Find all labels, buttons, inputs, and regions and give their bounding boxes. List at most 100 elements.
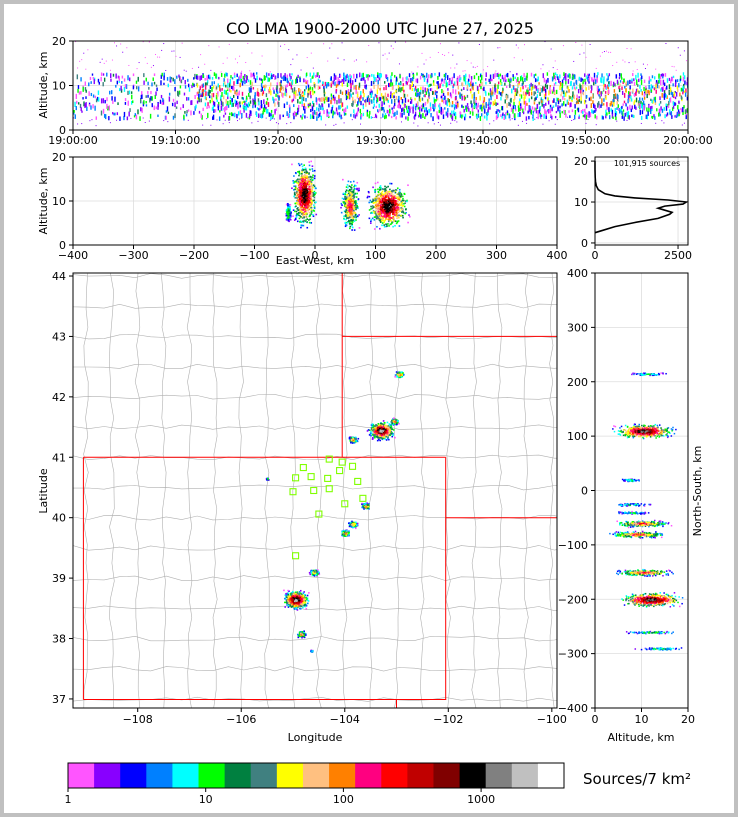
source-mark xyxy=(239,82,241,88)
source-mark xyxy=(496,73,499,77)
source-mark xyxy=(531,86,534,90)
source-mark xyxy=(148,41,150,43)
source-mark xyxy=(395,189,398,191)
source-mark xyxy=(386,210,389,212)
source-mark xyxy=(344,76,346,81)
source-mark xyxy=(442,97,445,100)
source-mark xyxy=(313,193,315,195)
source-mark xyxy=(661,88,664,92)
source-mark xyxy=(383,101,385,105)
source-mark xyxy=(387,193,390,196)
source-mark xyxy=(536,89,539,94)
source-mark xyxy=(377,79,379,85)
source-mark xyxy=(355,84,357,90)
source-mark xyxy=(303,196,306,199)
source-mark xyxy=(459,77,462,81)
source-mark xyxy=(300,188,302,190)
source-mark xyxy=(297,212,300,214)
source-mark xyxy=(204,102,207,107)
source-mark xyxy=(368,217,371,220)
time-height-ticks: 19:00:00 19:10:00 19:20:00 19:30:00 19:40:00… xyxy=(48,35,712,147)
source-mark xyxy=(632,114,635,118)
source-mark xyxy=(417,125,419,127)
source-mark xyxy=(517,77,519,82)
source-mark xyxy=(167,121,169,123)
source-mark xyxy=(489,81,491,85)
source-mark xyxy=(445,80,447,84)
source-mark xyxy=(423,63,425,65)
source-mark xyxy=(359,108,362,114)
source-mark xyxy=(232,85,234,91)
source-mark xyxy=(288,206,291,209)
source-mark xyxy=(417,88,419,92)
source-mark xyxy=(519,111,521,117)
source-mark xyxy=(196,83,199,88)
source-mark xyxy=(344,198,347,201)
source-mark xyxy=(286,212,289,215)
source-mark xyxy=(399,210,401,213)
source-mark xyxy=(422,74,425,78)
source-mark xyxy=(464,78,467,83)
source-mark xyxy=(335,89,337,94)
source-mark xyxy=(208,89,210,94)
source-mark xyxy=(348,207,351,210)
source-mark xyxy=(241,80,244,86)
source-mark xyxy=(592,100,594,104)
source-mark xyxy=(307,92,309,98)
source-mark xyxy=(390,200,393,203)
source-mark xyxy=(397,193,399,195)
source-mark xyxy=(354,213,357,216)
source-mark xyxy=(357,101,359,106)
source-mark xyxy=(369,199,372,202)
source-mark xyxy=(304,167,307,170)
ew-tick-label: −100 xyxy=(239,249,269,262)
source-mark xyxy=(613,93,615,99)
source-mark xyxy=(335,123,337,125)
source-mark xyxy=(408,109,410,113)
source-mark xyxy=(308,185,311,188)
source-mark xyxy=(280,45,282,47)
source-mark xyxy=(347,95,350,99)
source-mark xyxy=(648,104,650,108)
source-mark xyxy=(375,105,377,109)
source-mark xyxy=(416,72,418,76)
source-mark xyxy=(624,85,626,89)
source-mark xyxy=(440,106,443,112)
source-mark xyxy=(323,93,326,97)
source-mark xyxy=(268,86,271,92)
source-mark xyxy=(546,84,548,90)
count-tick-label: 0 xyxy=(592,249,599,262)
source-mark xyxy=(299,173,301,175)
source-mark xyxy=(290,76,292,80)
source-mark xyxy=(197,75,199,80)
source-mark xyxy=(535,107,537,111)
source-mark xyxy=(666,85,668,90)
source-mark xyxy=(416,101,419,106)
source-mark xyxy=(272,74,275,77)
source-mark xyxy=(299,214,301,217)
source-mark xyxy=(364,84,366,89)
source-mark xyxy=(434,102,437,107)
source-mark xyxy=(304,213,307,216)
source-mark xyxy=(487,109,489,113)
source-mark xyxy=(155,91,157,96)
source-mark xyxy=(414,113,417,117)
source-mark xyxy=(116,80,118,85)
source-mark xyxy=(315,187,317,190)
source-mark xyxy=(606,106,608,111)
source-mark xyxy=(623,100,626,104)
source-mark xyxy=(636,80,638,85)
source-mark xyxy=(386,74,388,78)
source-mark xyxy=(471,94,473,99)
source-mark xyxy=(512,74,514,78)
source-mark xyxy=(244,106,246,111)
source-mark xyxy=(221,88,223,91)
source-mark xyxy=(392,215,395,218)
source-mark xyxy=(403,103,406,107)
county-line xyxy=(186,273,193,708)
source-mark xyxy=(273,98,275,104)
source-mark xyxy=(395,76,398,82)
source-mark xyxy=(629,79,631,85)
source-mark xyxy=(447,108,449,113)
source-mark xyxy=(217,101,220,107)
